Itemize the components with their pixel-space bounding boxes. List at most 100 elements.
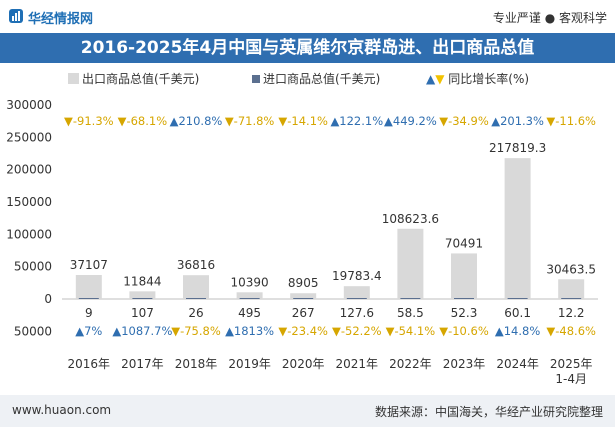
y-tick-label: 0: [44, 292, 52, 306]
site-name: 华经情报网: [28, 12, 94, 27]
import-value-label: 26: [188, 306, 203, 320]
chart: 50000 0 50000 100000 150000 200000 250000 30000…: [6, 98, 598, 386]
x-tick-label: 2025年: [550, 357, 593, 371]
export-value-label: 37107: [70, 258, 108, 272]
y-tick-label: 50000: [14, 260, 52, 274]
x-tick-label: 2023年: [443, 357, 486, 371]
import-value-label: 9: [85, 306, 93, 320]
top-bar: 华经情报网 专业严谨 ● 客观科学: [0, 0, 615, 33]
export-bar: [504, 158, 531, 299]
import-bar: [78, 298, 99, 299]
export-bar: [343, 286, 370, 299]
export-bar: [236, 292, 263, 299]
import-value-label: 127.6: [340, 306, 374, 320]
footer-website: www.huaon.com: [12, 403, 112, 417]
title-bar: [0, 33, 615, 63]
y-tick-label: 50000: [14, 324, 52, 338]
export-value-label: 11844: [123, 274, 161, 288]
import-growth-down-label: ▼-75.8%: [171, 324, 221, 338]
y-tick-label: 300000: [6, 98, 52, 112]
footer: [0, 395, 615, 427]
y-tick-label: 150000: [6, 195, 52, 209]
import-value-label: 12.2: [558, 306, 585, 320]
import-growth-down-label: ▼-52.2%: [332, 324, 382, 338]
export-value-label: 217819.3: [489, 141, 546, 155]
import-bar: [454, 298, 474, 299]
export-bar: [129, 291, 156, 299]
import-growth-down-label: ▼-23.4%: [278, 324, 328, 338]
x-tick-label: 2019年: [228, 357, 271, 371]
import-bar: [400, 298, 421, 299]
y-tick-label: 200000: [6, 163, 52, 177]
export-bar: [183, 275, 209, 299]
import-growth-up-label: ▲1813%: [225, 324, 274, 338]
export-growth-up-label: ▲449.2%: [384, 114, 437, 128]
x-tick-label: 2020年: [282, 357, 325, 371]
legend-down-arrow-icon: ▼: [435, 72, 445, 86]
import-value-label: 495: [238, 306, 261, 320]
legend: 出口商品总值(千美元) 进口商品总值(千美元) ▲▼ 同比增长率(%): [0, 66, 615, 88]
export-growth-up-label: ▲210.8%: [170, 114, 223, 128]
y-tick-label: 250000: [6, 130, 52, 144]
export-value-label: 10390: [231, 275, 269, 289]
legend-export-swatch: [68, 73, 79, 84]
x-tick-label: 2018年: [175, 357, 218, 371]
import-value-label: 107: [131, 306, 154, 320]
import-bar: [132, 298, 153, 299]
export-value-label: 30463.5: [546, 262, 596, 276]
import-growth-down-label: ▼-10.6%: [439, 324, 489, 338]
y-tick-label: 100000: [6, 227, 52, 241]
export-value-label: 108623.6: [382, 212, 439, 226]
import-growth-up-label: ▲1087.7%: [112, 324, 172, 338]
export-growth-down-label: ▼-14.1%: [278, 114, 328, 128]
import-value-label: 52.3: [451, 306, 478, 320]
import-growth-up-label: ▲7%: [75, 324, 102, 338]
x-tick-label: 2016年: [68, 357, 111, 371]
import-growth-down-label: ▼-48.6%: [546, 324, 596, 338]
x-tick-label: 2022年: [389, 357, 432, 371]
legend-import-label: 进口商品总值(千美元): [263, 72, 381, 86]
legend-import-swatch: [252, 75, 260, 83]
import-bar: [186, 298, 206, 299]
export-bar: [451, 253, 477, 299]
export-value-label: 8905: [288, 276, 319, 290]
import-value-label: 58.5: [397, 306, 424, 320]
x-tick-label-line2: 1-4月: [555, 372, 587, 386]
import-bar: [293, 298, 314, 299]
import-growth-up-label: ▲14.8%: [495, 324, 540, 338]
legend-import: 进口商品总值(千美元): [252, 70, 380, 87]
export-value-label: 19783.4: [332, 269, 382, 283]
huajing-logo-icon: [9, 9, 23, 23]
export-growth-up-label: ▲201.3%: [491, 114, 544, 128]
export-growth-down-label: ▼-71.8%: [225, 114, 275, 128]
x-tick-label: 2017年: [121, 357, 164, 371]
import-bar: [561, 298, 582, 299]
export-bar: [75, 275, 102, 299]
export-bar: [397, 228, 424, 299]
legend-up-arrow-icon: ▲: [426, 72, 436, 86]
legend-export: 出口商品总值(千美元): [68, 70, 199, 87]
export-bar: [290, 293, 317, 299]
legend-export-label: 出口商品总值(千美元): [82, 72, 200, 86]
chart-title: 2016-2025年4月中国与英属维尔京群岛进、出口商品总值: [80, 38, 535, 58]
import-growth-down-label: ▼-54.1%: [386, 324, 436, 338]
export-value-label: 36816: [177, 258, 215, 272]
x-tick-label: 2021年: [336, 357, 379, 371]
legend-growth: ▲▼ 同比增长率(%): [426, 70, 529, 87]
export-growth-down-label: ▼-68.1%: [118, 114, 168, 128]
export-growth-down-label: ▼-34.9%: [439, 114, 489, 128]
export-growth-down-label: ▼-91.3%: [64, 114, 114, 128]
export-bar: [558, 279, 585, 299]
tagline: 专业严谨 ● 客观科学: [492, 11, 607, 25]
import-bar: [507, 298, 528, 299]
import-bar: [346, 298, 367, 299]
import-bar: [239, 298, 260, 299]
legend-growth-label: 同比增长率(%): [448, 72, 530, 86]
x-tick-label: 2024年: [496, 357, 539, 371]
import-value-label: 267: [292, 306, 315, 320]
import-value-label: 60.1: [504, 306, 531, 320]
export-value-label: 70491: [445, 236, 483, 250]
export-growth-up-label: ▲122.1%: [330, 114, 383, 128]
footer-source: 数据来源：中国海关，华经产业研究院整理: [374, 405, 603, 419]
